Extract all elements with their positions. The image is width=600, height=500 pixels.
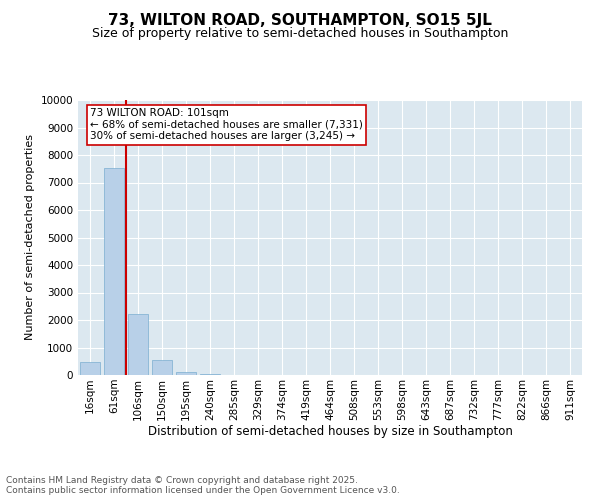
Bar: [104, 168, 124, 375]
Bar: [152, 360, 172, 375]
Text: Contains HM Land Registry data © Crown copyright and database right 2025.
Contai: Contains HM Land Registry data © Crown c…: [6, 476, 400, 495]
Bar: [200, 374, 220, 375]
X-axis label: Distribution of semi-detached houses by size in Southampton: Distribution of semi-detached houses by …: [148, 426, 512, 438]
Bar: [176, 372, 196, 375]
Text: Size of property relative to semi-detached houses in Southampton: Size of property relative to semi-detach…: [92, 28, 508, 40]
Y-axis label: Number of semi-detached properties: Number of semi-detached properties: [25, 134, 35, 340]
Text: 73, WILTON ROAD, SOUTHAMPTON, SO15 5JL: 73, WILTON ROAD, SOUTHAMPTON, SO15 5JL: [108, 12, 492, 28]
Bar: [128, 314, 148, 375]
Text: 73 WILTON ROAD: 101sqm
← 68% of semi-detached houses are smaller (7,331)
30% of : 73 WILTON ROAD: 101sqm ← 68% of semi-det…: [90, 108, 363, 142]
Bar: [80, 362, 100, 375]
